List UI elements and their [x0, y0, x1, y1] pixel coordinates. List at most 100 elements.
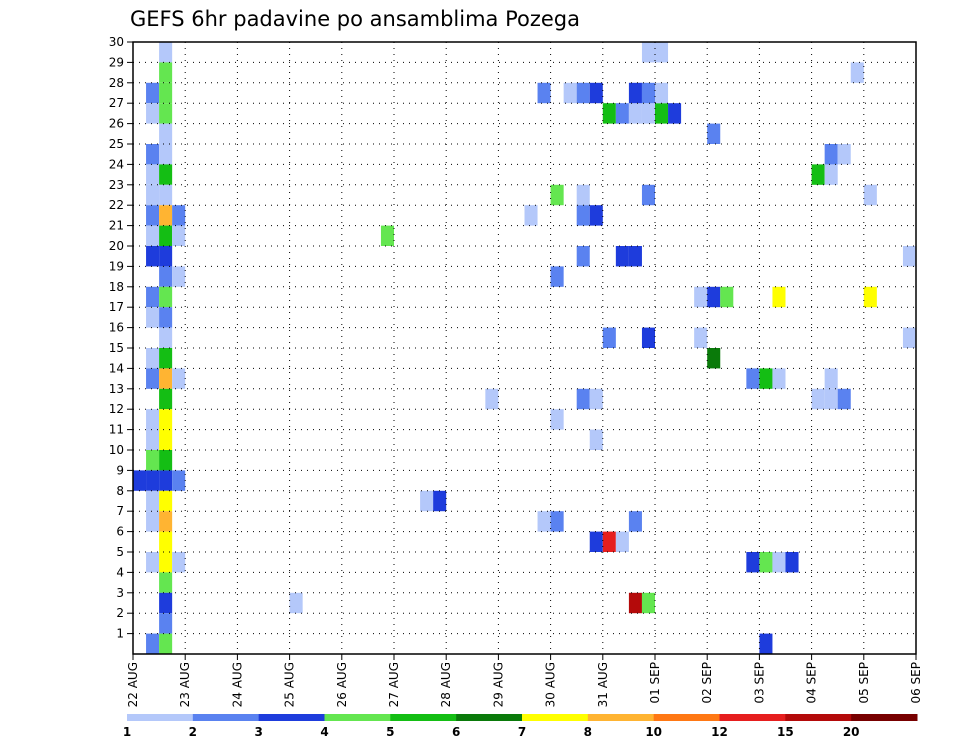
heatmap-cell [824, 388, 838, 410]
x-tick-label: 05 SEP [857, 662, 871, 704]
heatmap-cell [537, 511, 551, 532]
heatmap-cell [602, 531, 616, 552]
heatmap-cell [159, 531, 173, 552]
heatmap-cell [146, 552, 160, 573]
heatmap-cell [159, 592, 173, 614]
heatmap-cell [850, 62, 864, 83]
heatmap-cell [615, 103, 629, 124]
heatmap-cell [641, 592, 655, 614]
heatmap-cell [159, 123, 173, 144]
heatmap-cell [159, 103, 173, 124]
heatmap-cell [172, 266, 186, 287]
heatmap-cell [146, 429, 160, 450]
heatmap-cell [146, 225, 160, 246]
heatmap-cell [628, 103, 642, 124]
heatmap-cell [146, 450, 160, 471]
colorbar-swatch [719, 714, 786, 721]
colorbar-swatch [851, 714, 918, 721]
heatmap-cell [159, 246, 173, 267]
x-tick-label: 27 AUG [387, 662, 401, 707]
colorbar-label: 10 [645, 725, 662, 739]
heatmap-cell [159, 42, 173, 63]
heatmap-cell [746, 368, 760, 389]
x-tick-label: 28 AUG [439, 662, 453, 707]
heatmap-cell [824, 368, 838, 389]
colorbar-swatch [258, 714, 325, 721]
heatmap-cell [772, 552, 786, 573]
heatmap-cell [172, 368, 186, 389]
y-tick-label: 7 [116, 504, 124, 518]
heatmap-cell [824, 144, 838, 165]
heatmap-cell [694, 286, 708, 308]
y-tick-label: 24 [109, 157, 124, 171]
heatmap-cell [550, 266, 564, 287]
heatmap-cell [159, 429, 173, 450]
heatmap-cell [146, 348, 160, 369]
x-tick-label: 23 AUG [178, 662, 192, 707]
heatmap-cell [159, 205, 173, 226]
heatmap-cell [146, 470, 160, 491]
x-tick-label: 04 SEP [805, 662, 819, 704]
y-tick-label: 15 [109, 341, 124, 355]
heatmap-cell [159, 633, 173, 654]
heatmap-cell [628, 592, 642, 614]
x-tick-label: 06 SEP [909, 662, 923, 704]
heatmap-cell [589, 205, 603, 226]
colorbar-swatch [456, 714, 523, 721]
heatmap-cell [628, 246, 642, 267]
heatmap-cell [589, 429, 603, 450]
y-tick-label: 28 [109, 76, 124, 90]
heatmap-cell [159, 144, 173, 165]
heatmap-cell [694, 327, 708, 348]
heatmap-cell [146, 368, 160, 389]
heatmap-cell [159, 164, 173, 185]
heatmap-cell [159, 490, 173, 512]
heatmap-cell [146, 409, 160, 430]
heatmap-cell [159, 225, 173, 246]
heatmap-cell [159, 286, 173, 308]
heatmap-cell [485, 388, 499, 410]
heatmap-cell [550, 511, 564, 532]
x-tick-label: 03 SEP [752, 662, 766, 704]
heatmap-cell [159, 470, 173, 491]
y-tick-label: 11 [109, 423, 124, 437]
y-tick-label: 30 [109, 35, 124, 49]
heatmap-cells [133, 42, 916, 654]
heatmap-cell [615, 246, 629, 267]
heatmap-cell [159, 348, 173, 369]
heatmap-cell [133, 470, 147, 491]
y-tick-label: 26 [109, 117, 124, 131]
heatmap-cell [172, 225, 186, 246]
heatmap-cell [602, 327, 616, 348]
heatmap-cell [146, 307, 160, 328]
x-tick-label: 31 AUG [596, 662, 610, 707]
heatmap-cell [641, 327, 655, 348]
colorbar-label: 2 [189, 725, 197, 739]
heatmap-cell [589, 531, 603, 552]
heatmap-cell [902, 246, 916, 267]
heatmap-cell [159, 450, 173, 471]
heatmap-cell [589, 388, 603, 410]
heatmap-cell [863, 286, 877, 308]
heatmap-cell [576, 184, 590, 206]
heatmap-cell [146, 144, 160, 165]
colorbar-label: 6 [452, 725, 460, 739]
heatmap-cell [655, 82, 669, 104]
heatmap-cell [641, 184, 655, 206]
y-tick-label: 18 [109, 280, 124, 294]
heatmap-cell [146, 511, 160, 532]
heatmap-cell [172, 205, 186, 226]
x-tick-label: 24 AUG [230, 662, 244, 707]
x-tick-label: 01 SEP [648, 662, 662, 704]
heatmap-cell [602, 103, 616, 124]
heatmap-cell [576, 205, 590, 226]
y-tick-label: 17 [109, 300, 124, 314]
heatmap-cell [655, 103, 669, 124]
heatmap-cell [759, 633, 773, 654]
x-tick-label: 30 AUG [544, 662, 558, 707]
heatmap-cell [628, 511, 642, 532]
heatmap-cell [146, 82, 160, 104]
heatmap-cell [172, 552, 186, 573]
heatmap-cell [655, 42, 669, 63]
y-tick-label: 27 [109, 96, 124, 110]
